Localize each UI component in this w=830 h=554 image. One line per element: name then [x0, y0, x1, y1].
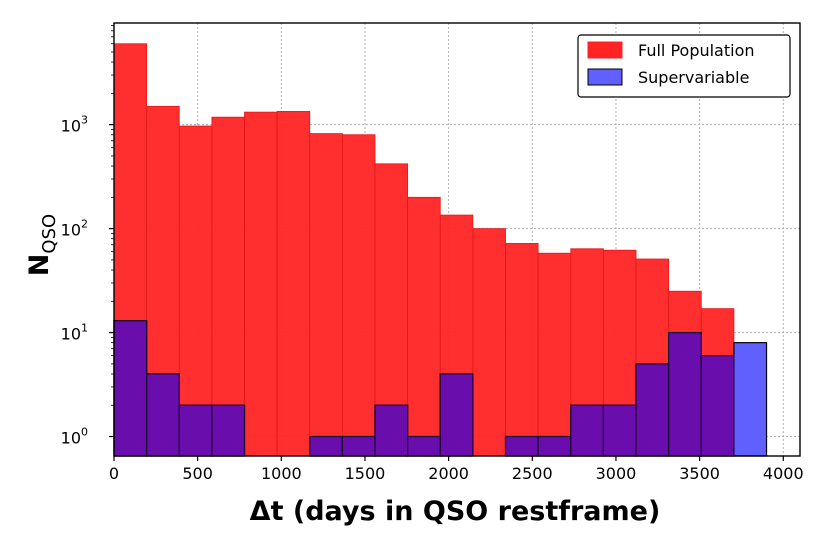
histogram-bar-overlap [211, 404, 246, 457]
legend-box [577, 34, 791, 98]
histogram-bar [407, 196, 441, 457]
legend-label: Supervariable [638, 68, 749, 87]
x-tick-label: 4000 [763, 464, 804, 483]
histogram-bar-overlap [602, 404, 637, 457]
y-tick-label: 103 [61, 114, 88, 136]
histogram-bar-overlap [407, 435, 441, 457]
x-ticks: 0 500 1000 1500 2000 2500 3000 3500 4000 [109, 456, 804, 483]
histogram-bar [341, 134, 376, 457]
histogram-bar-overlap [537, 435, 572, 457]
x-tick-label: 500 [182, 464, 213, 483]
y-ticks: 100 101 102 103 [61, 25, 114, 448]
x-tick-label: 1500 [345, 464, 386, 483]
plot-frame [113, 22, 801, 457]
histogram-bar-overlap [570, 404, 605, 457]
legend-swatch [587, 41, 623, 59]
legend-swatch [587, 68, 623, 86]
x-tick-label: 3000 [596, 464, 637, 483]
histogram-bar-overlap [700, 355, 735, 457]
histogram-bar-overlap [439, 373, 474, 457]
y-tick-label: 101 [61, 322, 88, 344]
legend: Full Population Supervariable [577, 34, 791, 98]
x-tick-label: 1000 [261, 464, 302, 483]
histogram-bar [244, 111, 278, 457]
histogram-bar-overlap [146, 373, 180, 457]
histogram-bar [733, 342, 768, 457]
x-axis-label: Δt (days in QSO restframe) [250, 496, 661, 527]
histogram-bar [505, 243, 539, 457]
histogram-bar [276, 111, 311, 457]
histogram-bar [537, 252, 572, 457]
histogram-bar-overlap [341, 435, 376, 457]
histogram-bar [472, 228, 506, 457]
legend-label: Full Population [638, 41, 755, 60]
histogram-bar-overlap [504, 435, 539, 457]
y-axis-label-main: N [24, 254, 55, 277]
histogram-bar [309, 133, 343, 457]
histogram-bar-overlap [374, 404, 409, 457]
svg-text:NQSO: NQSO [24, 214, 60, 276]
y-axis-label: NQSO [24, 214, 60, 276]
x-tick-label: 2500 [512, 464, 553, 483]
x-tick-label: 0 [109, 464, 119, 483]
histogram-bar-overlap [309, 435, 343, 457]
histogram-bar-overlap [635, 363, 670, 457]
bars [113, 43, 768, 457]
histogram-bar-overlap [113, 320, 148, 457]
x-tick-label: 2000 [428, 464, 469, 483]
y-tick-label: 100 [61, 426, 88, 448]
y-axis-label-subscript: QSO [39, 214, 60, 254]
histogram-bar-overlap [668, 331, 702, 457]
histogram-bar-overlap [178, 404, 213, 457]
y-tick-label: 102 [61, 218, 88, 240]
x-tick-label: 3500 [679, 464, 720, 483]
